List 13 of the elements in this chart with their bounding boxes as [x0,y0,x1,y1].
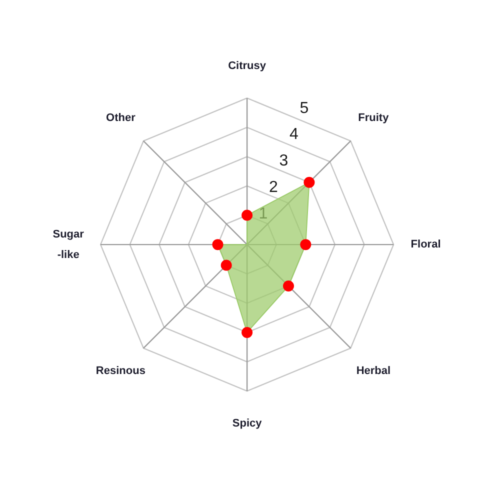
y-tick-label: 2 [268,178,278,196]
y-tick-label: 4 [289,126,298,144]
spoke-label: Citrusy [228,60,267,72]
y-tick-label: 1 [258,205,268,222]
y-tick-label: 5 [300,100,309,117]
spoke-label: Sugar -like [52,228,85,261]
spoke-label: Other [106,112,136,124]
spoke-label: Floral [410,238,441,251]
spoke-label: Herbal [356,364,391,377]
spoke-label: Spicy [232,417,263,430]
spoke-label: Fruity [358,112,390,124]
spoke-label: Resinous [96,364,146,377]
y-tick-label: 3 [279,152,288,170]
